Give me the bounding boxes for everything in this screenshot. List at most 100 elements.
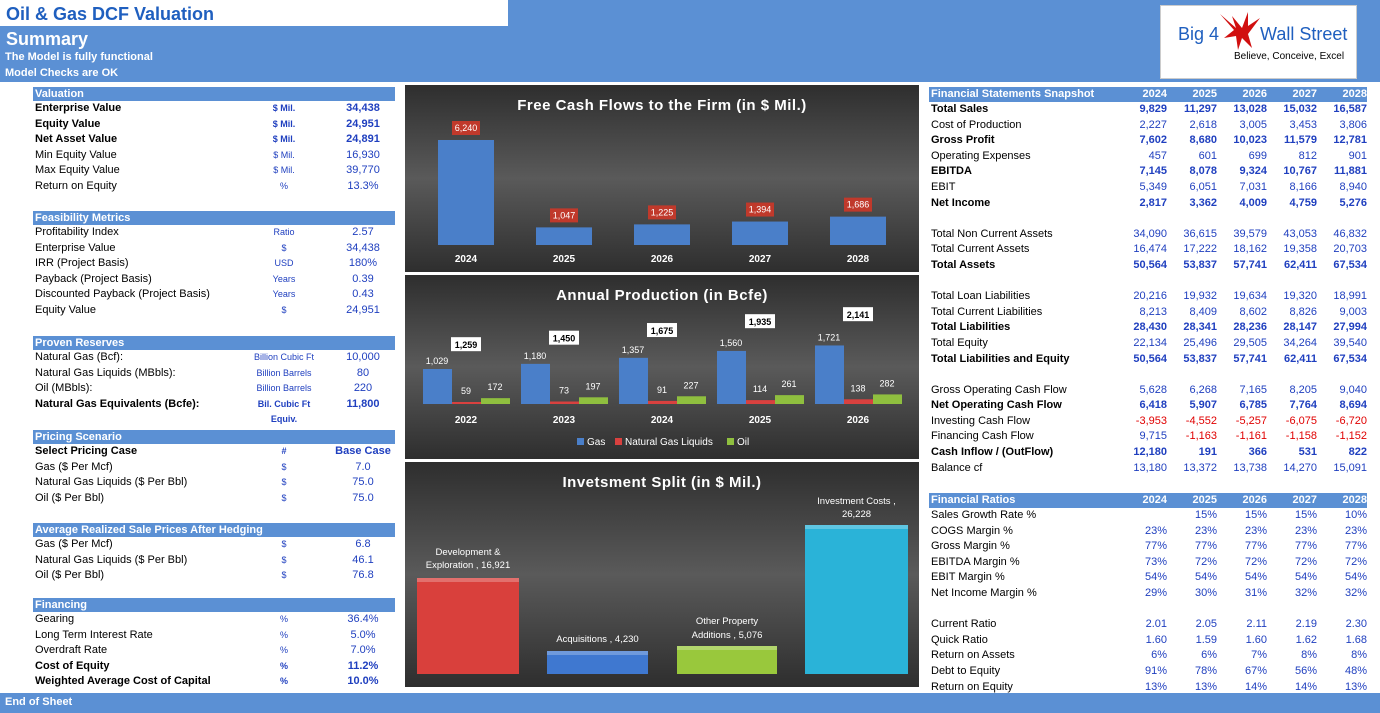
metric-label: Gearing [35, 613, 75, 625]
fcf-bar [536, 227, 592, 245]
production-data-label: 1,357 [622, 345, 645, 355]
metric-unit: Years [272, 273, 296, 284]
production-data-label: 114 [753, 384, 767, 394]
metric-unit: $ Mil. [273, 149, 295, 160]
investment-chart: Invetsment Split (in $ Mil.) Development … [405, 462, 919, 687]
metric-value: 10,000 [346, 351, 380, 363]
cell-value: -5,257 [1235, 414, 1267, 427]
metric-row: Cost of Equity% 11.2% [33, 659, 395, 675]
cell-value: 9,715 [1139, 430, 1167, 443]
row-label: EBIT Margin % [931, 571, 1005, 584]
cell-value: -1,163 [1185, 430, 1217, 443]
metric-value: 6.8 [355, 538, 371, 550]
cell-value: 54% [1194, 571, 1217, 584]
cell-value: 2,227 [1139, 118, 1167, 131]
fcf-label-box [844, 197, 872, 212]
cell-value: 32% [1294, 586, 1317, 599]
metric-unit: $ [281, 492, 287, 503]
row-label: EBIT [931, 180, 956, 193]
cell-value: 7,031 [1239, 180, 1267, 193]
row-label: Cost of Production [931, 118, 1022, 131]
cell-value: 601 [1198, 149, 1217, 162]
cell-value: 6,785 [1239, 399, 1267, 412]
year-header: 2028 [1342, 494, 1367, 506]
investment-data-label: Investment Costs , [817, 496, 896, 507]
metric-row: Weighted Average Cost of Capital% 10.0% [33, 674, 395, 690]
production-bar-gas [521, 363, 550, 404]
table-row: Sales Growth Rate % 15% 15% 15% 10% [929, 508, 1367, 524]
row-label: Quick Ratio [931, 633, 988, 646]
fcf-bar [830, 216, 886, 245]
metric-value: 36.4% [347, 613, 379, 625]
row-label: Debt to Equity [931, 664, 1001, 677]
metric-row: Oil ($ Per Bbl) $76.8 [33, 568, 395, 584]
fcf-chart: Free Cash Flows to the Firm (in $ Mil.) 6… [405, 85, 919, 272]
table-row: Current Ratio 2.01 2.05 2.11 2.19 2.30 [929, 617, 1367, 633]
cell-value: 39,540 [1333, 336, 1367, 349]
cell-value: 62,411 [1283, 352, 1317, 365]
metric-label: Equity Value [35, 117, 101, 130]
cell-value: 13,372 [1183, 461, 1217, 474]
row-label: Total Non Current Assets [931, 227, 1053, 240]
row-label: COGS Margin % [931, 524, 1013, 537]
production-data-label: 1,560 [720, 338, 743, 348]
table-row: Gross Margin % 77% 77% 77% 77% 77% [929, 539, 1367, 555]
year-header: 2024 [1142, 494, 1167, 506]
cell-value: 29,505 [1233, 336, 1267, 349]
fcf-label-box [550, 208, 578, 223]
cell-value: 57,741 [1233, 352, 1267, 365]
logo-wallstreet: Wall Street [1260, 24, 1348, 44]
metric-unit: $ [281, 461, 287, 472]
section-header: Average Realized Sale Prices After Hedgi… [33, 523, 395, 537]
cell-value: 3,005 [1239, 118, 1267, 131]
year-header: 2026 [1242, 494, 1267, 506]
metric-unit: Bil. Cubic Ft Equiv. [257, 398, 311, 425]
metric-value: 2.57 [352, 226, 374, 238]
metric-row: Return on Equity% 13.3% [33, 179, 395, 195]
row-label: Total Current Liabilities [931, 305, 1043, 318]
year-header: 2028 [1342, 88, 1367, 100]
cell-value: 699 [1248, 149, 1267, 162]
metric-label: Oil ($ Per Bbl) [35, 569, 105, 582]
metric-label: Natural Gas Equivalents (Bcfe): [35, 397, 200, 410]
investment-bar [417, 578, 519, 674]
legend-swatch [577, 438, 584, 445]
production-bar-natural-gas-liquids [550, 401, 579, 404]
cell-value: 19,634 [1233, 290, 1267, 303]
metric-value: 24,891 [346, 133, 380, 146]
section-header: Proven Reserves [33, 336, 395, 350]
cell-value: 10,767 [1283, 165, 1317, 178]
cell-value: 19,358 [1283, 243, 1317, 256]
cell-value: 27,994 [1333, 321, 1367, 334]
cell-value: 9,829 [1139, 103, 1167, 115]
metric-row: Natural Gas Equivalents (Bcfe): Bil. Cubi… [33, 397, 395, 425]
cell-value: 5,628 [1139, 383, 1167, 396]
cell-value: 5,349 [1139, 180, 1167, 193]
fcf-label-box [746, 202, 774, 217]
investment-data-label: Exploration , 16,921 [426, 560, 511, 571]
section-proven-reserves: Proven Reserves Natural Gas (Bcf): Billion… [33, 336, 395, 425]
metric-value: 180% [348, 257, 378, 270]
legend-label: Gas [587, 437, 605, 448]
investment-bar-face [417, 578, 519, 674]
production-data-label: 261 [781, 379, 796, 389]
cell-value: 8,166 [1289, 180, 1317, 193]
investment-bar-highlight [547, 651, 648, 655]
row-label: Total Current Assets [931, 243, 1030, 256]
table-row: Return on Equity 13% 13% 14% 14% 13% [929, 680, 1367, 696]
metric-unit: Ratio [273, 227, 295, 237]
summary-heading: Summary [6, 29, 89, 49]
cell-value: 13% [1194, 680, 1217, 693]
metric-label: Long Term Interest Rate [35, 628, 153, 641]
cell-value: 3,453 [1289, 118, 1317, 131]
production-data-label: 138 [850, 383, 865, 393]
metric-label: Equity Value [35, 303, 96, 316]
row-label: Return on Equity [931, 680, 1013, 693]
fcf-data-label: 1,225 [651, 207, 674, 217]
cell-value: 67,534 [1333, 258, 1367, 271]
legend-swatch [727, 438, 734, 445]
table-row: Cost of Production 2,227 2,618 3,005 3,453 3,… [929, 118, 1367, 134]
cell-value: 77% [1344, 540, 1367, 553]
metric-label: Oil ($ Per Bbl) [35, 491, 105, 504]
cell-value: 43,053 [1283, 227, 1317, 240]
